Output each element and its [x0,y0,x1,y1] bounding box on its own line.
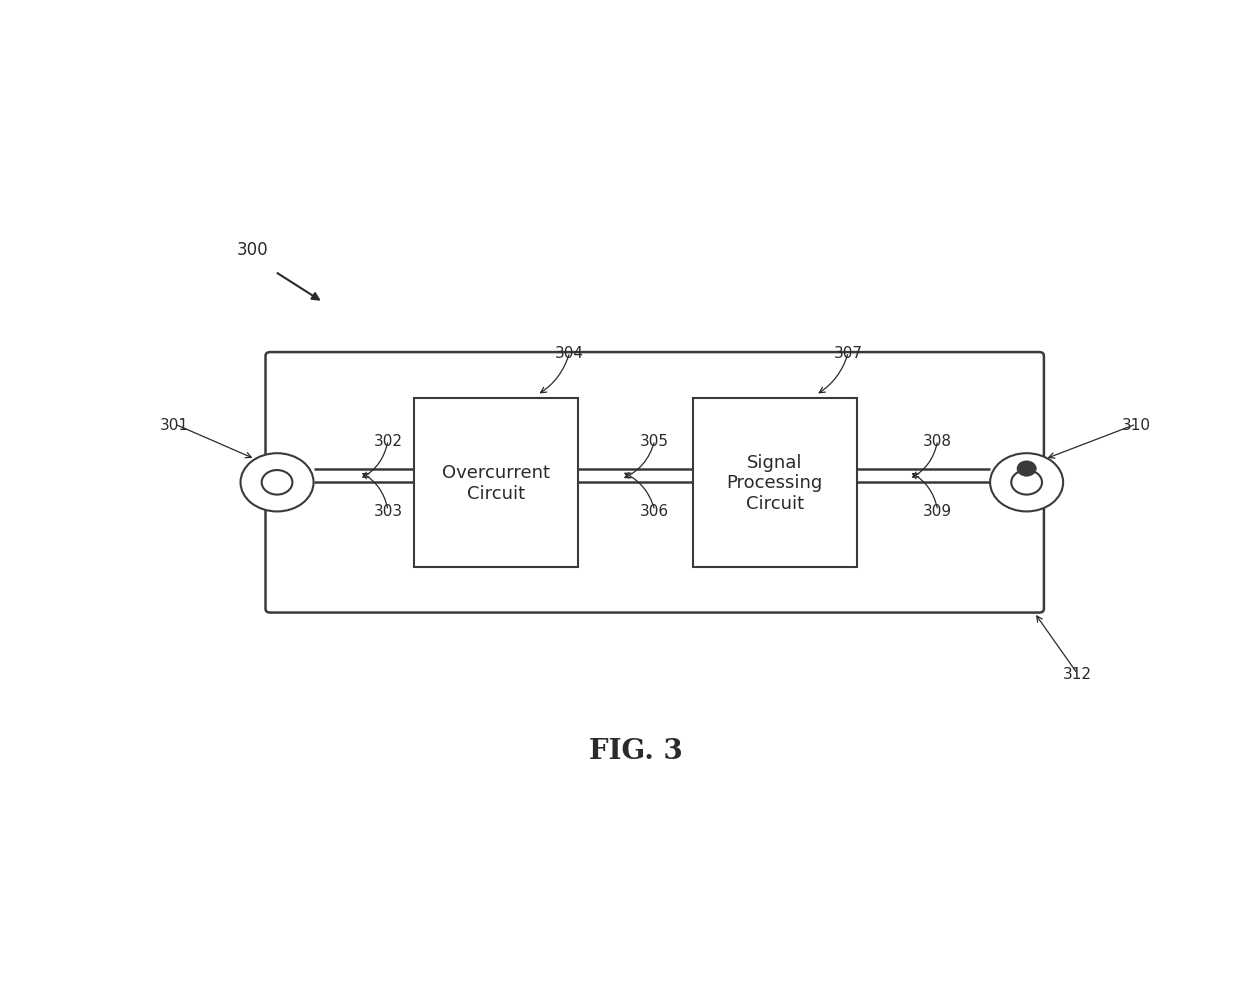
Text: 304: 304 [556,345,584,360]
Text: Overcurrent
Circuit: Overcurrent Circuit [443,463,551,502]
Text: 301: 301 [160,417,190,432]
FancyBboxPatch shape [693,399,857,567]
Text: 312: 312 [1063,667,1092,682]
Text: 305: 305 [640,433,670,448]
Text: 300: 300 [237,241,268,258]
Circle shape [262,470,293,495]
Circle shape [1017,461,1037,477]
Text: 307: 307 [833,345,863,360]
Text: 303: 303 [373,504,403,519]
Text: 302: 302 [373,433,403,448]
Text: 309: 309 [923,504,952,519]
Text: 308: 308 [924,433,952,448]
Text: Signal
Processing
Circuit: Signal Processing Circuit [727,453,823,513]
FancyBboxPatch shape [414,399,578,567]
Circle shape [1012,470,1042,495]
Circle shape [241,453,314,512]
Circle shape [990,453,1063,512]
Text: 310: 310 [1122,417,1151,432]
Text: FIG. 3: FIG. 3 [589,738,682,764]
Text: 306: 306 [640,504,670,519]
